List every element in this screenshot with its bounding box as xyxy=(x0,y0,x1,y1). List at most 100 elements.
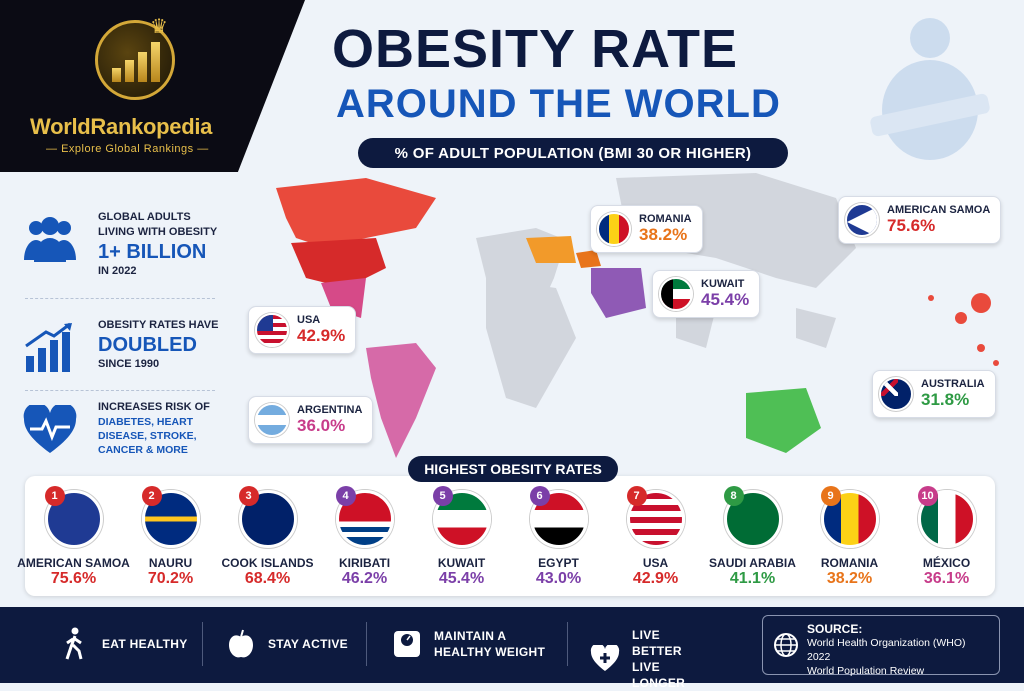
rank-badge: 5 xyxy=(432,486,453,506)
people-icon xyxy=(20,210,80,270)
stat-pre: OBESITY RATES HAVE xyxy=(98,319,219,331)
page-title-line2: AROUND THE WORLD xyxy=(336,82,781,126)
callout-value: 31.8% xyxy=(921,390,970,409)
rank-country: MÉXICO xyxy=(922,556,971,570)
usa-flag-icon xyxy=(626,490,685,548)
rank-badge: 9 xyxy=(820,486,841,506)
callout-country: KUWAIT xyxy=(701,278,745,290)
source-line1: World Health Organization (WHO) 2022 xyxy=(807,637,966,663)
ranking-item: 8 SAUDI ARABIA 41.1% xyxy=(706,486,800,596)
crown-icon: ♛ xyxy=(150,16,168,38)
romania-flag-icon xyxy=(820,490,879,548)
brand-logo: ♛ WorldRankopedia — Explore Global Ranki… xyxy=(0,0,305,172)
ranking-item: 7 USA 42.9% xyxy=(609,486,703,596)
callout-value: 36.0% xyxy=(297,416,346,435)
apple-icon xyxy=(226,627,256,661)
footer: EAT HEALTHY STAY ACTIVE MAINTAIN A HEALT… xyxy=(0,607,1024,690)
rank-country: AMERICAN SAMOA xyxy=(17,556,130,570)
stat-big: DOUBLED xyxy=(98,334,197,356)
divider xyxy=(567,622,568,666)
rank-badge: 7 xyxy=(626,486,647,506)
callout-usa: USA 42.9% xyxy=(248,306,357,354)
american-samoa-flag-icon xyxy=(845,203,879,237)
tip-label: EAT HEALTHY xyxy=(102,637,188,651)
tip-label: MAINTAIN A HEALTHY WEIGHT xyxy=(434,629,546,659)
rank-value: 70.2% xyxy=(147,570,194,587)
australia-flag-icon xyxy=(879,377,913,411)
rank-badge: 2 xyxy=(141,486,162,506)
rank-badge: 8 xyxy=(723,486,744,506)
kuwait-flag-icon xyxy=(659,277,693,311)
rank-country: COOK ISLANDS xyxy=(221,556,314,570)
rank-value: 68.4% xyxy=(244,570,291,587)
rank-country: EGYPT xyxy=(538,556,579,570)
ranking-item: 3 COOK ISLANDS 68.4% xyxy=(221,486,315,596)
rank-country: ROMANIA xyxy=(820,556,879,570)
nauru-flag-icon xyxy=(141,490,200,548)
tip-stay-active: STAY ACTIVE xyxy=(226,627,348,661)
usa-flag-icon xyxy=(255,313,289,347)
chart-up-icon xyxy=(20,318,80,378)
stat-post: SINCE 1990 xyxy=(98,358,160,370)
romania-flag-icon xyxy=(597,212,631,246)
rank-value: 45.4% xyxy=(438,570,485,587)
scale-icon xyxy=(392,627,422,661)
stat-pre: INCREASES RISK OF xyxy=(98,401,210,413)
page-title: OBESITY RATE xyxy=(332,19,739,79)
divider xyxy=(366,622,367,666)
ranking-item: 1 AMERICAN SAMOA 75.6% xyxy=(17,486,130,596)
stat-doubled: OBESITY RATES HAVE DOUBLED SINCE 1990 xyxy=(20,318,235,378)
stat-risk: INCREASES RISK OF DIABETES, HEART DISEAS… xyxy=(20,400,235,460)
tip-healthy-weight: MAINTAIN A HEALTHY WEIGHT xyxy=(392,627,549,661)
brand-name: WorldRankopedia xyxy=(30,114,213,139)
stat-big: 1+ BILLION xyxy=(98,241,207,263)
rank-badge: 4 xyxy=(335,486,356,506)
divider xyxy=(25,390,215,391)
callout-country: USA xyxy=(297,314,321,326)
callout-value: 75.6% xyxy=(887,216,936,235)
rank-value: 42.9% xyxy=(632,570,679,587)
callout-kuwait: KUWAIT 45.4% xyxy=(652,270,761,318)
rank-value: 41.1% xyxy=(729,570,776,587)
ranking-item: 9 ROMANIA 38.2% xyxy=(803,486,897,596)
ranking-item: 6 EGYPT 43.0% xyxy=(512,486,606,596)
rank-country: USA xyxy=(642,556,669,570)
rank-badge: 10 xyxy=(917,486,938,506)
brand-tagline: — Explore Global Rankings — xyxy=(46,143,209,155)
subtitle-pill: % OF ADULT POPULATION (BMI 30 OR HIGHER) xyxy=(358,138,788,168)
ranking-title: HIGHEST OBESITY RATES xyxy=(408,456,618,482)
rank-country: KUWAIT xyxy=(437,556,486,570)
callout-country: ARGENTINA xyxy=(297,404,363,416)
ranking-item: 2 NAURU 70.2% xyxy=(124,486,218,596)
source-box: SOURCE: World Health Organization (WHO) … xyxy=(762,615,1000,677)
rank-value: 75.6% xyxy=(50,570,97,587)
rank-country: SAUDI ARABIA xyxy=(709,556,796,570)
rank-badge: 1 xyxy=(44,486,65,506)
body-figure-icon xyxy=(870,18,990,160)
ranking-item: 5 KUWAIT 45.4% xyxy=(415,486,509,596)
callout-value: 45.4% xyxy=(701,290,750,309)
divider xyxy=(25,298,215,299)
callout-australia: AUSTRALIA 31.8% xyxy=(872,370,996,418)
heart-pulse-icon xyxy=(20,400,80,460)
bar-chart-icon xyxy=(112,42,160,82)
stat-global-adults: GLOBAL ADULTS LIVING WITH OBESITY 1+ BIL… xyxy=(20,210,235,279)
rank-badge: 3 xyxy=(238,486,259,506)
rank-value: 43.0% xyxy=(535,570,582,587)
stat-post: IN 2022 xyxy=(98,265,137,277)
callout-country: AUSTRALIA xyxy=(921,378,985,390)
rank-badge: 6 xyxy=(529,486,550,506)
heart-plus-icon xyxy=(590,642,620,676)
ranking-item: 4 KIRIBATI 46.2% xyxy=(318,486,412,596)
callout-argentina: ARGENTINA 36.0% xyxy=(248,396,374,444)
rank-country: KIRIBATI xyxy=(338,556,391,570)
callout-american-samoa: AMERICAN SAMOA 75.6% xyxy=(838,196,1002,244)
rank-country: NAURU xyxy=(148,556,193,570)
divider xyxy=(202,622,203,666)
ranking-item: 10 MÉXICO 36.1% xyxy=(900,486,994,596)
callout-country: AMERICAN SAMOA xyxy=(887,204,991,216)
stat-pre: GLOBAL ADULTS LIVING WITH OBESITY xyxy=(98,211,218,238)
tip-eat-healthy: EAT HEALTHY xyxy=(60,627,188,661)
globe-icon xyxy=(95,20,175,100)
callout-romania: ROMANIA 38.2% xyxy=(590,205,703,253)
